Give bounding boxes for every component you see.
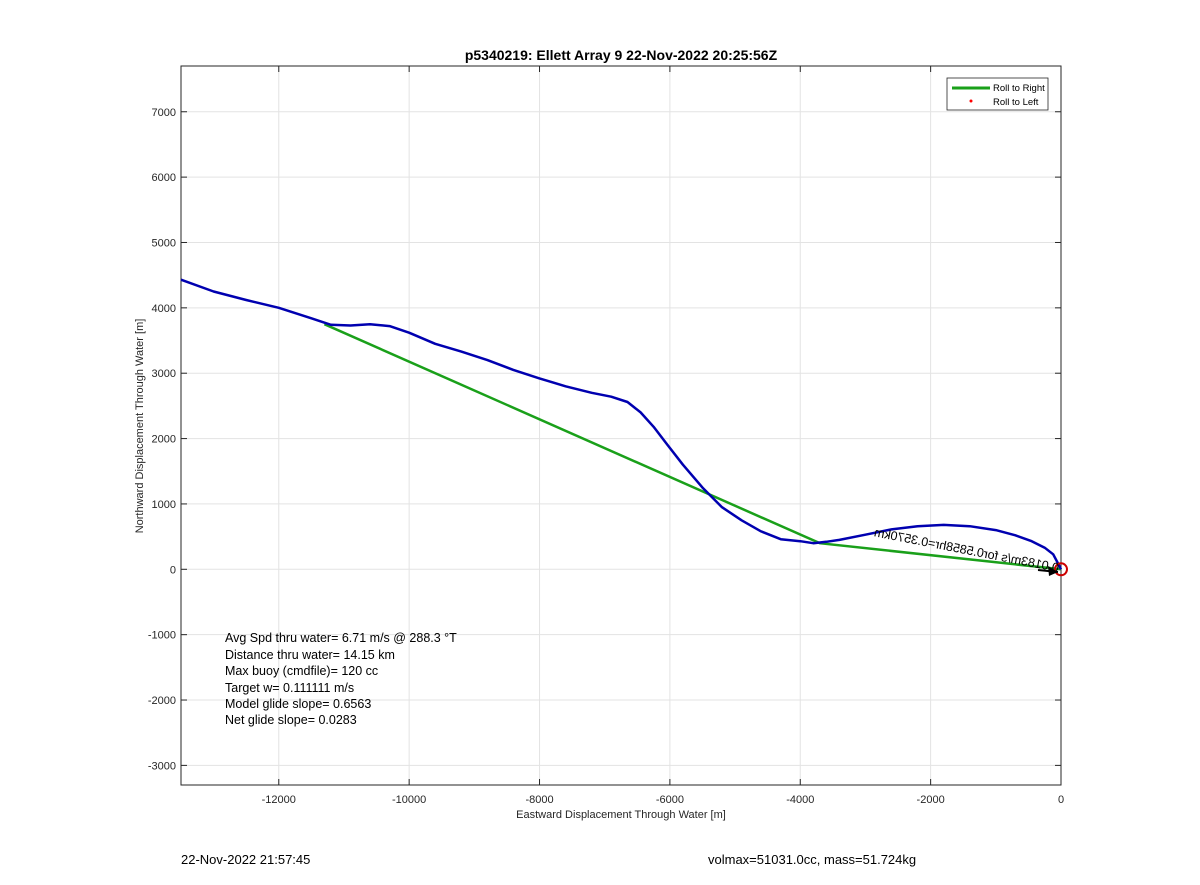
stats-annotations: Avg Spd thru water= 6.71 m/s @ 288.3 °T … bbox=[225, 631, 457, 727]
chart-title: p5340219: Ellett Array 9 22-Nov-2022 20:… bbox=[465, 47, 778, 63]
y-tick-label: 5000 bbox=[152, 237, 176, 249]
axis-ticks: -12000 -10000 -8000 -6000 -4000 -2000 0-3000-2… bbox=[148, 66, 1064, 806]
x-tick-label: -12000 bbox=[262, 794, 296, 806]
x-tick-label: -6000 bbox=[656, 794, 684, 806]
x-tick-label: -2000 bbox=[917, 794, 945, 806]
series-roll-to-right bbox=[323, 323, 1062, 571]
annotation-max-buoy: Max buoy (cmdfile)= 120 cc bbox=[225, 664, 378, 678]
y-tick-label: -1000 bbox=[148, 630, 176, 642]
legend-label-roll-right: Roll to Right bbox=[993, 83, 1045, 94]
y-tick-label: 0 bbox=[170, 564, 176, 576]
y-tick-label: 7000 bbox=[152, 107, 176, 119]
current-arrow-head bbox=[1048, 566, 1058, 576]
y-tick-label: 6000 bbox=[152, 172, 176, 184]
x-tick-label: -8000 bbox=[525, 794, 553, 806]
annotation-model-glide: Model glide slope= 0.6563 bbox=[225, 697, 371, 711]
y-tick-label: 3000 bbox=[152, 368, 176, 380]
legend-swatch-roll-left bbox=[969, 99, 973, 103]
annotation-target-w: Target w= 0.111111 m/s bbox=[225, 681, 354, 695]
y-tick-label: 2000 bbox=[152, 434, 176, 446]
legend: Roll to Right Roll to Left bbox=[946, 77, 1049, 111]
x-tick-label: 0 bbox=[1058, 794, 1064, 806]
y-tick-label: -2000 bbox=[148, 695, 176, 707]
legend-label-roll-left: Roll to Left bbox=[993, 97, 1039, 108]
y-tick-label: -3000 bbox=[148, 760, 176, 772]
data-series bbox=[180, 278, 1068, 577]
footer-timestamp: 22-Nov-2022 21:57:45 bbox=[181, 852, 311, 867]
y-tick-label: 1000 bbox=[152, 499, 176, 511]
current-arrow bbox=[1037, 566, 1059, 576]
footer-stats: volmax=51031.0cc, mass=51.724kg bbox=[708, 852, 917, 867]
annotation-distance: Distance thru water= 14.15 km bbox=[225, 648, 395, 662]
annotation-net-glide: Net glide slope= 0.0283 bbox=[225, 713, 357, 727]
series-trajectory bbox=[180, 278, 1063, 570]
legend-box bbox=[946, 77, 1049, 111]
y-axis-label: Northward Displacement Through Water [m] bbox=[134, 319, 146, 534]
x-axis-label: Eastward Displacement Through Water [m] bbox=[516, 809, 726, 821]
annotation-avg-speed: Avg Spd thru water= 6.71 m/s @ 288.3 °T bbox=[225, 631, 457, 645]
current-arrow-label: 0.0183m/s for0.5858hr=0.3570km bbox=[873, 525, 1060, 575]
x-tick-label: -10000 bbox=[392, 794, 426, 806]
x-tick-label: -4000 bbox=[786, 794, 814, 806]
plot-area-frame bbox=[180, 65, 1062, 786]
y-tick-label: 4000 bbox=[152, 303, 176, 315]
end-position-marker bbox=[1054, 562, 1068, 577]
grid-lines bbox=[181, 66, 1062, 785]
